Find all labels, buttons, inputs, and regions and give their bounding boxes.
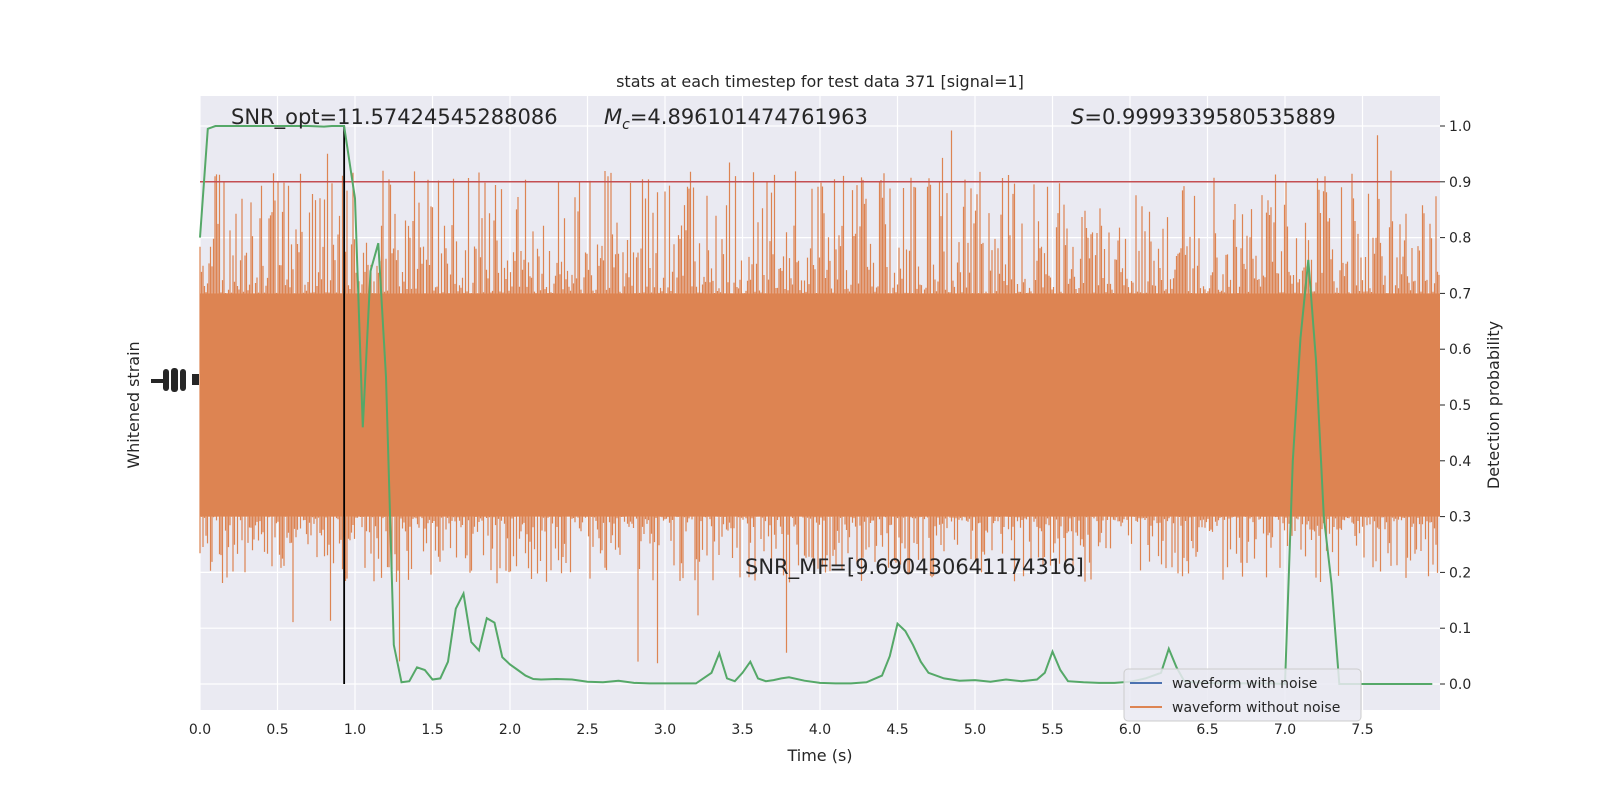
- legend-label-with-noise: waveform with noise: [1172, 676, 1317, 692]
- snr-opt-annotation: SNR_opt=11.57424545288086: [231, 105, 558, 130]
- chirp-mass-annotation: Mc=4.896101474761963: [604, 105, 868, 133]
- y-tick-label: 0.5: [1449, 398, 1471, 414]
- waveform-without-noise-series: [199, 130, 1440, 664]
- x-tick-label: 0.0: [189, 722, 211, 738]
- y-tick-label: 0.2: [1449, 565, 1471, 581]
- x-tick-label: 7.5: [1351, 722, 1373, 738]
- x-tick-label: 5.5: [1041, 722, 1063, 738]
- y-tick-label: 0.9: [1449, 175, 1471, 191]
- x-tick-label: 6.5: [1196, 722, 1218, 738]
- legend: waveform with noise waveform without noi…: [1123, 668, 1362, 722]
- y-axis-label-right: Detection probability: [1484, 321, 1503, 489]
- x-tick-label: 1.5: [421, 722, 443, 738]
- waveform-spikes: [199, 130, 1440, 664]
- x-tick-label: 7.0: [1274, 722, 1296, 738]
- score-annotation: S=0.9999339580535889: [1071, 105, 1336, 129]
- y-tick-label: 0.4: [1449, 454, 1471, 470]
- chart-title: stats at each timestep for test data 371…: [616, 72, 1024, 91]
- y-tick-label: 0.6: [1449, 342, 1471, 358]
- x-axis-label: Time (s): [786, 746, 852, 765]
- legend-box: [1123, 668, 1362, 722]
- x-tick-label: 2.5: [576, 722, 598, 738]
- snr-mf-annotation: SNR_MF=[9.690430641174316]: [745, 555, 1084, 580]
- x-tick-label: 6.0: [1119, 722, 1141, 738]
- x-tick-label: 2.0: [499, 722, 521, 738]
- y-tick-label: 0.1: [1449, 621, 1471, 637]
- y-tick-label: 0.3: [1449, 510, 1471, 526]
- y-axis-label-left: Whitened strain: [124, 341, 143, 468]
- x-axis-ticks: 0.0 0.5 1.0 1.5 2.0 2.5 3.0 3.5 4.0 4.5 5.0 5.5 6.0 6…: [189, 722, 1374, 738]
- x-tick-label: 0.5: [266, 722, 288, 738]
- x-tick-label: 4.5: [886, 722, 908, 738]
- y-tick-label: 0.7: [1449, 286, 1471, 302]
- y-tick-label: 0.8: [1449, 231, 1471, 247]
- left-axis-clutter: [151, 368, 199, 392]
- legend-label-without-noise: waveform without noise: [1172, 700, 1340, 716]
- x-tick-label: 5.0: [964, 722, 986, 738]
- x-tick-label: 3.0: [654, 722, 676, 738]
- y-axis-ticks-right: 0.0 0.1 0.2 0.3 0.4 0.5 0.6 0.7 0.8 0.9 1.0: [1440, 119, 1471, 693]
- x-tick-label: 1.0: [344, 722, 366, 738]
- x-tick-label: 3.5: [731, 722, 753, 738]
- y-tick-label: 1.0: [1449, 119, 1471, 135]
- x-tick-label: 4.0: [809, 722, 831, 738]
- y-tick-label: 0.0: [1449, 677, 1471, 693]
